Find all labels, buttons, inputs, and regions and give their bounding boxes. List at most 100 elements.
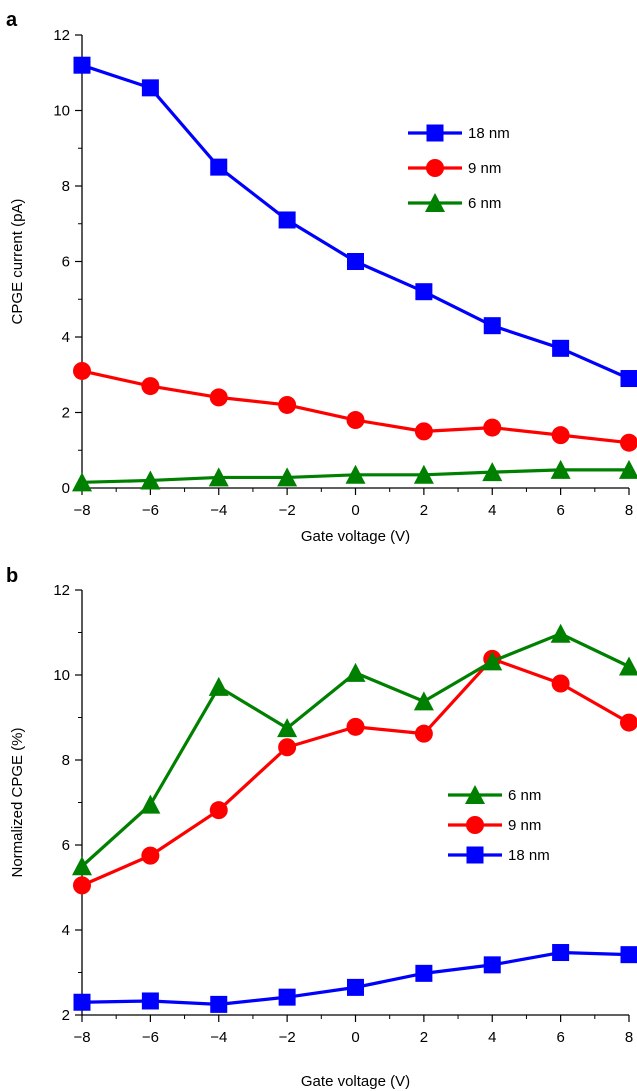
series-6-nm <box>72 623 637 876</box>
y-tick-label: 0 <box>62 480 70 497</box>
x-tick-label: 2 <box>420 502 428 519</box>
data-point-9-nm <box>73 361 91 380</box>
legend-label: 18 nm <box>468 125 510 142</box>
legend-item-9-nm: 9 nm <box>408 159 501 177</box>
y-tick-label: 8 <box>62 178 70 195</box>
series-9-nm <box>73 361 637 452</box>
x-tick-label: 0 <box>351 502 359 519</box>
legend: 6 nm 9 nm 18 nm <box>448 785 550 864</box>
x-tick-label: −8 <box>73 502 90 519</box>
data-point-18-nm <box>347 253 364 270</box>
x-tick-label: 8 <box>625 502 633 519</box>
data-point-6-nm <box>619 656 637 676</box>
legend-item-6-nm: 6 nm <box>448 785 541 804</box>
data-point-9-nm <box>141 846 160 865</box>
x-tick-label: 0 <box>351 1029 359 1046</box>
data-point-6-nm <box>413 464 434 484</box>
x-tick-label: 2 <box>420 1029 428 1046</box>
x-tick-label: −2 <box>279 1029 296 1046</box>
data-point-6-nm <box>550 459 571 479</box>
data-point-18-nm <box>278 211 296 229</box>
chart-panel-b: b −8 −6 −4 −2 0 2 4 6 8 2 4 6 8 10 12 Gate voltage (V) N… <box>6 565 637 1090</box>
panel-label-b: b <box>6 565 18 587</box>
x-tick-label: −6 <box>142 502 159 519</box>
x-tick-label: 6 <box>556 502 564 519</box>
x-tick-label: −4 <box>210 502 227 519</box>
data-point-6-nm <box>482 651 503 671</box>
data-point-6-nm <box>413 691 434 711</box>
legend-label: 9 nm <box>508 817 541 834</box>
x-tick-label: −2 <box>279 502 296 519</box>
data-point-9-nm <box>278 395 297 414</box>
data-point-9-nm <box>551 426 570 445</box>
x-tick-label: 8 <box>625 1029 633 1046</box>
data-point-9-nm <box>620 713 637 732</box>
series-9-nm <box>73 649 637 895</box>
legend-marker <box>426 124 444 142</box>
x-tick-label: −8 <box>73 1029 90 1046</box>
data-point-9-nm <box>278 738 297 757</box>
data-point-6-nm <box>72 856 92 876</box>
legend-item-6-nm: 6 nm <box>408 193 501 212</box>
legend-label: 6 nm <box>508 787 541 804</box>
data-point-6-nm <box>140 470 161 490</box>
legend-marker <box>425 193 445 212</box>
legend-item-18-nm: 18 nm <box>448 846 550 864</box>
chart-panel-a: a −8 −6 −4 −2 0 2 4 6 8 0 2 4 6 8 10 12 Gate voltage (V)… <box>6 9 637 545</box>
series-line-18-nm <box>81 950 630 1006</box>
data-point-9-nm <box>346 411 365 430</box>
legend-item-18-nm: 18 nm <box>408 124 510 142</box>
data-point-18-nm <box>620 946 637 964</box>
data-point-9-nm <box>209 388 228 407</box>
panel-label-a: a <box>6 9 18 31</box>
y-tick-label: 6 <box>62 254 70 271</box>
legend-label: 9 nm <box>468 160 501 177</box>
data-point-18-nm <box>415 283 433 301</box>
data-point-6-nm <box>482 462 503 482</box>
y-tick-label: 4 <box>62 922 70 939</box>
legend-marker <box>466 846 484 864</box>
data-point-18-nm <box>620 370 637 388</box>
y-tick-label: 2 <box>62 405 70 422</box>
legend-label: 18 nm <box>508 847 550 864</box>
data-point-18-nm <box>73 56 91 74</box>
data-point-9-nm <box>73 876 91 895</box>
y-tick-label: 4 <box>62 329 70 346</box>
data-point-9-nm <box>209 801 228 820</box>
data-point-6-nm <box>277 718 298 738</box>
data-point-6-nm <box>208 676 229 696</box>
y-tick-label: 12 <box>53 582 70 599</box>
x-tick-label: 6 <box>556 1029 564 1046</box>
y-tick-label: 8 <box>62 752 70 769</box>
data-point-9-nm <box>551 674 570 693</box>
data-point-6-nm <box>140 794 161 814</box>
legend-label: 6 nm <box>468 195 501 212</box>
data-point-9-nm <box>346 717 365 736</box>
data-point-18-nm <box>278 988 296 1006</box>
data-point-18-nm <box>210 158 228 176</box>
series-18-nm <box>73 56 637 388</box>
data-point-9-nm <box>141 377 160 396</box>
y-tick-label: 10 <box>53 667 70 684</box>
y-axis-title: Normalized CPGE (%) <box>9 727 26 877</box>
y-tick-label: 12 <box>53 27 70 44</box>
data-point-9-nm <box>483 418 502 437</box>
y-axis-title: CPGE current (pA) <box>9 199 26 325</box>
data-point-6-nm <box>277 467 298 487</box>
x-tick-label: 4 <box>488 502 496 519</box>
data-point-9-nm <box>414 724 433 743</box>
data-point-18-nm <box>141 992 159 1010</box>
x-axis-title: Gate voltage (V) <box>301 528 410 545</box>
legend-item-9-nm: 9 nm <box>448 816 541 834</box>
legend-marker <box>426 159 444 177</box>
data-point-6-nm <box>208 467 229 487</box>
data-point-6-nm <box>345 464 366 484</box>
y-tick-label: 2 <box>62 1007 70 1024</box>
data-point-18-nm <box>347 978 364 996</box>
data-point-9-nm <box>414 422 433 441</box>
data-point-6-nm <box>550 623 571 643</box>
data-point-18-nm <box>210 995 228 1013</box>
data-point-18-nm <box>73 993 91 1011</box>
x-tick-label: −4 <box>210 1029 227 1046</box>
data-point-18-nm <box>483 956 501 974</box>
